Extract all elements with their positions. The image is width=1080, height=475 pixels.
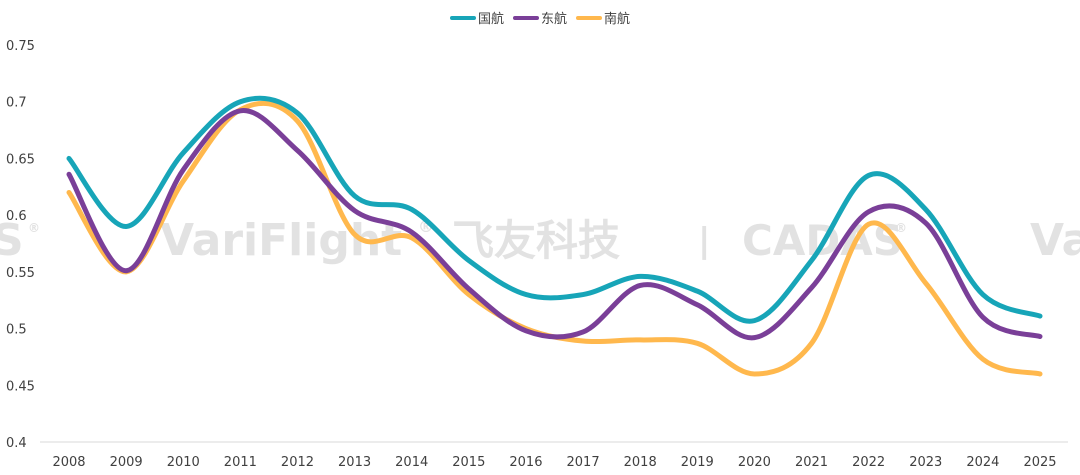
x-tick-label: 2013 — [338, 455, 371, 470]
legend-item-donghang[interactable]: 东航 — [513, 11, 567, 27]
y-tick-label: 0.45 — [6, 379, 35, 394]
legend-label-donghang: 东航 — [541, 11, 567, 27]
legend-label-nanhang: 南航 — [604, 11, 630, 27]
watermark-separator: | — [698, 221, 710, 261]
x-tick-label: 2009 — [110, 455, 143, 470]
x-tick-label: 2012 — [281, 455, 314, 470]
x-tick-label: 2008 — [52, 455, 85, 470]
x-tick-label: 2017 — [567, 455, 600, 470]
x-tick-label: 2022 — [852, 455, 885, 470]
watermark-right-fragment: Va — [1030, 215, 1080, 266]
watermark: S ® VariFlight ® 飞友科技 | CADAS ® Va — [0, 215, 1080, 266]
y-tick-label: 0.5 — [6, 323, 27, 338]
y-tick-label: 0.4 — [6, 436, 27, 451]
legend-item-guohang[interactable]: 国航 — [450, 11, 504, 27]
x-axis-ticks: 2008 2009 2010 2011 2012 2013 2014 2015 2016 2017… — [52, 455, 1056, 470]
x-tick-label: 2021 — [795, 455, 828, 470]
watermark-brand-cn: 飞友科技 — [452, 216, 620, 265]
y-tick-label: 0.6 — [6, 209, 27, 224]
x-tick-label: 2018 — [624, 455, 657, 470]
x-tick-label: 2014 — [395, 455, 428, 470]
series-line-guohang — [66, 95, 1043, 324]
y-tick-label: 0.65 — [6, 152, 35, 167]
x-tick-label: 2016 — [509, 455, 542, 470]
y-tick-label: 0.75 — [6, 39, 35, 54]
x-tick-label: 2015 — [452, 455, 485, 470]
legend: 国航 东航 南航 — [450, 11, 630, 27]
legend-label-guohang: 国航 — [478, 11, 504, 27]
watermark-partner-registered: ® — [895, 221, 907, 235]
x-tick-label: 2025 — [1023, 455, 1056, 470]
y-tick-label: 0.7 — [6, 96, 27, 111]
x-tick-label: 2010 — [167, 455, 200, 470]
x-tick-label: 2024 — [966, 455, 999, 470]
series-line-donghang — [66, 108, 1043, 341]
legend-item-nanhang[interactable]: 南航 — [576, 11, 630, 27]
watermark-left-fragment: S — [0, 215, 24, 266]
y-axis-ticks: 0.4 0.45 0.5 0.55 0.6 0.65 0.7 0.75 — [6, 39, 35, 451]
series-lines — [66, 95, 1043, 377]
x-tick-label: 2020 — [738, 455, 771, 470]
x-tick-label: 2023 — [909, 455, 942, 470]
x-tick-label: 2011 — [224, 455, 257, 470]
watermark-left-registered: ® — [28, 221, 40, 235]
x-tick-label: 2019 — [681, 455, 714, 470]
y-tick-label: 0.55 — [6, 266, 35, 281]
